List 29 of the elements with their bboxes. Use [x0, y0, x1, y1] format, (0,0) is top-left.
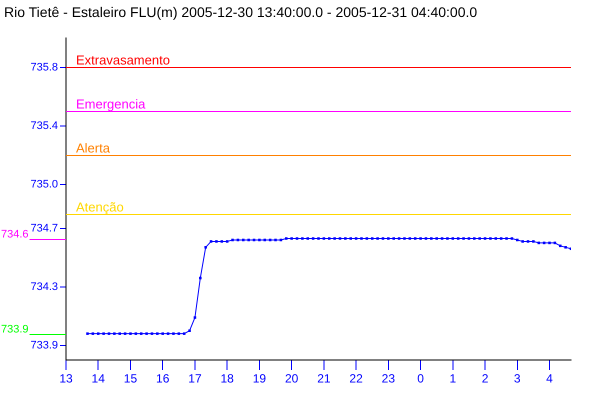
ref-line-label: Atenção — [76, 200, 124, 214]
ref-line-label: Extravasamento — [76, 52, 170, 68]
x-tick-label: 21 — [317, 372, 331, 386]
x-tick-label: 2 — [482, 372, 489, 386]
x-tick-label: 14 — [92, 372, 106, 386]
x-tick-label: 18 — [220, 372, 234, 386]
x-tick-label: 19 — [252, 372, 266, 386]
x-tick-label: 0 — [417, 372, 424, 386]
x-tick-label: 15 — [124, 372, 138, 386]
x-tick-label: 3 — [514, 372, 521, 386]
y-tick-label: 735.0 — [30, 178, 58, 190]
x-tick-label: 17 — [188, 372, 202, 386]
y-tick-label: 735.8 — [30, 61, 58, 74]
x-tick-label: 16 — [156, 372, 170, 386]
x-tick-label: 4 — [546, 372, 554, 386]
text: 734.6 — [1, 228, 29, 240]
ref-line-label: Alerta — [76, 140, 111, 156]
y-tick-label: 734.7 — [30, 222, 58, 234]
y-tick-label: 733.9 — [30, 339, 58, 352]
x-tick-label: 13 — [59, 372, 73, 386]
y-tick-label: 735.4 — [30, 120, 58, 132]
chart-title: Rio Tietê - Estaleiro FLU(m) 2005-12-30 13:40:00.0 - 2005-12-31 04:40:00.0 — [4, 4, 478, 20]
x-tick-label: 23 — [382, 372, 396, 386]
ref-line-label: Emergencia — [76, 96, 146, 112]
text: 733.9 — [1, 324, 29, 336]
y-tick-label: 734.3 — [30, 280, 58, 293]
x-tick-label: 22 — [349, 372, 364, 386]
x-tick-label: 1 — [449, 372, 456, 386]
x-tick-label: 20 — [284, 372, 299, 386]
